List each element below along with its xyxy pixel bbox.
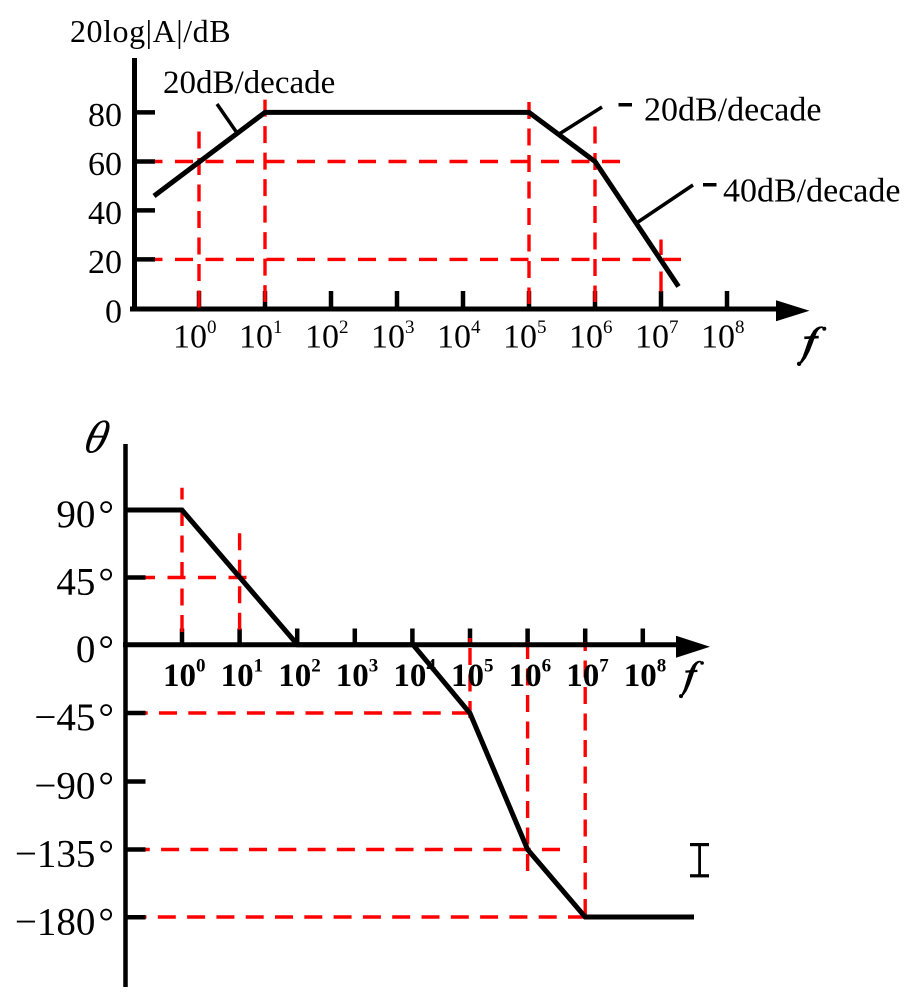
- svg-text:105: 105: [451, 656, 494, 695]
- svg-text:104: 104: [437, 317, 481, 355]
- svg-text:20dB/decade: 20dB/decade: [163, 65, 335, 101]
- svg-text:108: 108: [624, 656, 667, 695]
- svg-text:100: 100: [163, 656, 206, 695]
- svg-text:107: 107: [566, 656, 609, 695]
- svg-text:−135°: −135°: [15, 833, 114, 876]
- svg-text:40: 40: [88, 195, 122, 232]
- svg-text:0°: 0°: [76, 628, 114, 671]
- svg-text:106: 106: [569, 317, 613, 355]
- svg-text:103: 103: [336, 656, 379, 695]
- svg-text:−45°: −45°: [34, 696, 114, 739]
- svg-text:−180°: −180°: [15, 900, 114, 943]
- svg-text:60: 60: [88, 146, 122, 183]
- svg-text:101: 101: [239, 317, 283, 355]
- svg-text:45°: 45°: [56, 561, 114, 604]
- svg-text:102: 102: [278, 656, 321, 695]
- svg-text:20dB/decade: 20dB/decade: [644, 92, 822, 129]
- svg-text:θ: θ: [79, 412, 114, 463]
- svg-text:102: 102: [305, 317, 349, 355]
- svg-text:107: 107: [635, 317, 679, 355]
- svg-text:106: 106: [509, 656, 551, 695]
- svg-text:20: 20: [88, 244, 122, 281]
- svg-text:104: 104: [393, 656, 436, 695]
- svg-text:103: 103: [371, 317, 415, 355]
- svg-text:105: 105: [503, 317, 547, 355]
- svg-text:90°: 90°: [56, 493, 114, 536]
- svg-text:80: 80: [88, 97, 122, 134]
- svg-text:101: 101: [221, 656, 264, 695]
- svg-text:0: 0: [105, 294, 122, 331]
- svg-text:40dB/decade: 40dB/decade: [723, 173, 901, 210]
- svg-text:100: 100: [173, 317, 217, 355]
- svg-text:−90°: −90°: [34, 765, 114, 808]
- svg-text:108: 108: [701, 317, 745, 355]
- svg-text:20log|A|/dB: 20log|A|/dB: [70, 13, 231, 49]
